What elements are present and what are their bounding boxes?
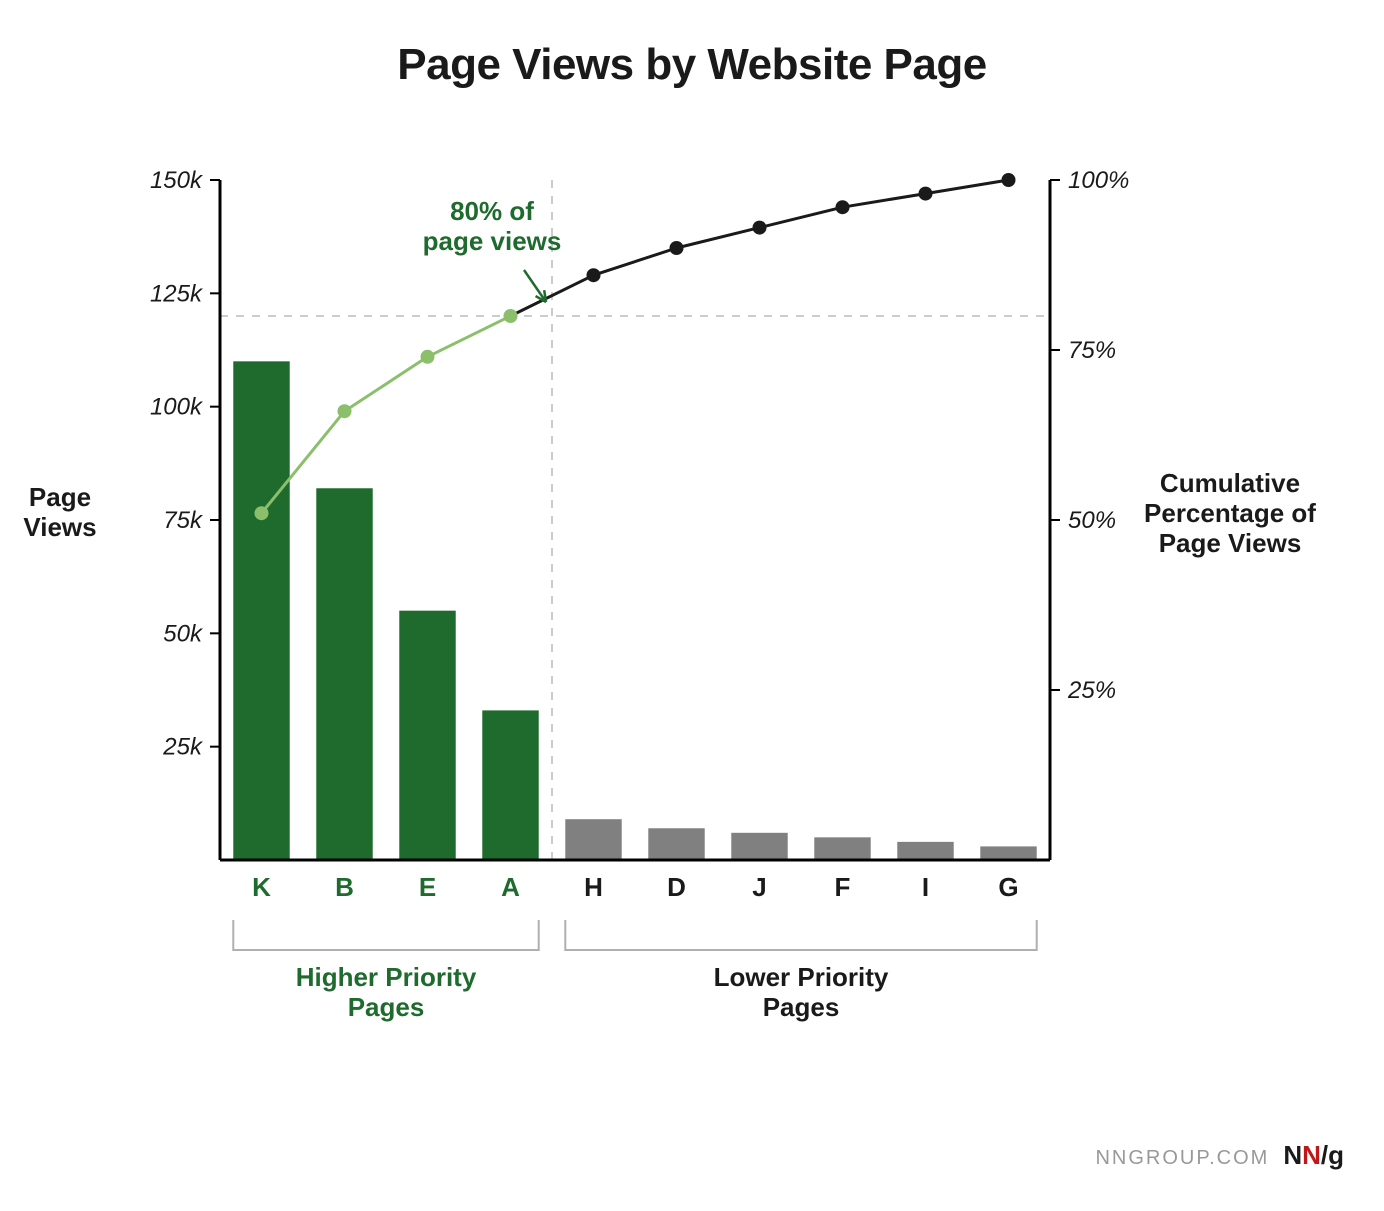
- y-right-tick-label: 25%: [1067, 677, 1116, 704]
- cumulative-marker: [338, 404, 352, 418]
- category-label: K: [252, 872, 271, 902]
- category-label: D: [667, 872, 686, 902]
- priority-bracket-label: Higher PriorityPages: [296, 962, 477, 1022]
- priority-bracket: [233, 920, 538, 950]
- y-left-tick-label: 25k: [162, 734, 204, 761]
- y-right-tick-label: 50%: [1068, 507, 1116, 534]
- category-label: B: [335, 872, 354, 902]
- cumulative-line-segment: [345, 357, 428, 411]
- bar: [814, 837, 870, 860]
- y-left-tick-label: 100k: [150, 394, 204, 421]
- bar: [648, 828, 704, 860]
- priority-bracket-label: Lower PriorityPages: [714, 962, 889, 1022]
- y-left-tick-label: 75k: [163, 507, 204, 534]
- bar: [316, 488, 372, 860]
- nn-logo-n2: N: [1302, 1140, 1321, 1170]
- cumulative-line-segment: [843, 194, 926, 208]
- bar: [233, 361, 289, 860]
- category-label: A: [501, 872, 520, 902]
- cumulative-marker: [836, 200, 850, 214]
- cumulative-marker: [255, 506, 269, 520]
- cumulative-line-segment: [594, 248, 677, 275]
- cumulative-line-segment: [760, 207, 843, 227]
- cumulative-line-segment: [677, 228, 760, 248]
- category-label: E: [419, 872, 436, 902]
- nn-logo-g: /g: [1321, 1140, 1344, 1170]
- pareto-chart: 25k 50k 75k 100k 125k 150k 25% 50% 75% 100% 80% of…: [0, 0, 1384, 1211]
- nn-logo: NN/g: [1283, 1140, 1344, 1171]
- y-left-tick-label: 150k: [150, 167, 204, 194]
- cumulative-marker: [587, 268, 601, 282]
- y-right-axis-title: CumulativePercentage ofPage Views: [1144, 468, 1316, 558]
- cumulative-marker: [1002, 173, 1016, 187]
- cumulative-line-segment: [428, 316, 511, 357]
- cumulative-line-segment: [926, 180, 1009, 194]
- bar: [482, 710, 538, 860]
- category-label: J: [752, 872, 766, 902]
- category-label: G: [998, 872, 1018, 902]
- category-label: H: [584, 872, 603, 902]
- bar: [980, 846, 1036, 860]
- cumulative-marker: [670, 241, 684, 255]
- cumulative-marker: [421, 350, 435, 364]
- category-label: I: [922, 872, 929, 902]
- bar: [897, 842, 953, 860]
- annotation-arrow: [524, 270, 546, 302]
- y-left-tick-label: 125k: [150, 280, 204, 307]
- bar: [731, 833, 787, 860]
- bar: [565, 819, 621, 860]
- bar: [399, 611, 455, 860]
- footer-site: NNGROUP.COM: [1095, 1147, 1269, 1170]
- y-right-tick-label: 75%: [1068, 337, 1116, 364]
- cumulative-marker: [504, 309, 518, 323]
- cumulative-marker: [919, 187, 933, 201]
- cumulative-marker: [753, 221, 767, 235]
- y-left-tick-label: 50k: [163, 620, 204, 647]
- priority-bracket: [565, 920, 1036, 950]
- annotation-80pct: 80% ofpage views: [423, 196, 562, 256]
- y-left-axis-title: PageViews: [23, 482, 96, 542]
- nn-logo-n1: N: [1283, 1140, 1302, 1170]
- category-label: F: [835, 872, 851, 902]
- y-right-tick-label: 100%: [1068, 167, 1129, 194]
- footer: NNGROUP.COM NN/g: [1095, 1140, 1344, 1171]
